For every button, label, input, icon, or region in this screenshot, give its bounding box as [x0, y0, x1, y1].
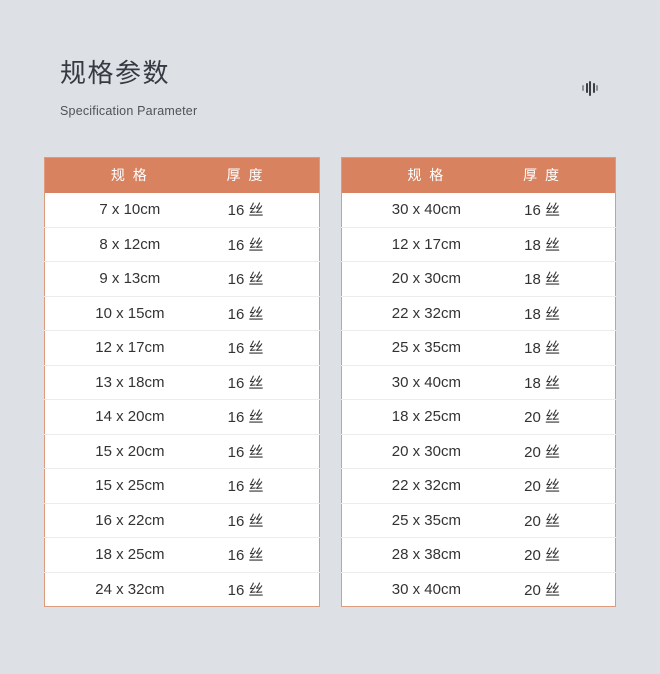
thickness-cell: 16 丝 [214, 226, 319, 262]
page-subtitle: Specification Parameter [60, 104, 198, 119]
thickness-cell: 18 丝 [511, 364, 616, 400]
thickness-cell: 20 丝 [511, 537, 616, 573]
thickness-cell: 16 丝 [214, 399, 319, 435]
spec-cell: 25 x 35cm [341, 330, 512, 366]
thickness-cell: 18 丝 [511, 330, 616, 366]
table-row: 16 x 22cm 16 丝 [44, 502, 319, 538]
spec-cell: 8 x 12cm [44, 226, 215, 262]
page-title: 规格参数 [60, 58, 171, 88]
table-row: 18 x 25cm 20 丝 [341, 399, 616, 435]
table-row: 20 x 30cm 18 丝 [341, 261, 616, 297]
spec-cell: 10 x 15cm [44, 295, 215, 331]
table-row: 7 x 10cm 16 丝 [44, 192, 319, 228]
table-row: 18 x 25cm 16 丝 [44, 537, 319, 573]
thickness-cell: 20 丝 [511, 468, 616, 504]
spec-cell: 13 x 18cm [44, 364, 215, 400]
thickness-cell: 16 丝 [214, 537, 319, 573]
thickness-cell: 20 丝 [511, 433, 616, 469]
table-row: 14 x 20cm 16 丝 [44, 399, 319, 435]
spec-cell: 18 x 25cm [44, 537, 215, 573]
thickness-cell: 16 丝 [214, 295, 319, 331]
audio-wave-icon [582, 80, 598, 96]
table-row: 20 x 30cm 20 丝 [341, 433, 616, 469]
icon-bar [589, 80, 591, 96]
spec-cell: 24 x 32cm [44, 571, 215, 607]
thickness-cell: 20 丝 [511, 399, 616, 435]
spec-cell: 30 x 40cm [341, 571, 512, 607]
icon-bar [592, 83, 595, 94]
table-row: 12 x 17cm 16 丝 [44, 330, 319, 366]
spec-cell: 22 x 32cm [341, 468, 512, 504]
spec-parameter-page: 规格参数 Specification Parameter 规 格厚 度 7 x … [0, 0, 660, 608]
spec-cell: 30 x 40cm [341, 364, 512, 400]
table-row: 30 x 40cm 20 丝 [341, 571, 616, 607]
thickness-cell: 16 丝 [214, 364, 319, 400]
thickness-cell: 16 丝 [214, 192, 319, 228]
icon-bar [582, 85, 584, 92]
thickness-cell: 16 丝 [214, 433, 319, 469]
spec-cell: 20 x 30cm [341, 261, 512, 297]
spec-cell: 25 x 35cm [341, 502, 512, 538]
table-row: 22 x 32cm 20 丝 [341, 468, 616, 504]
table-row: 15 x 25cm 16 丝 [44, 468, 319, 504]
spec-cell: 9 x 13cm [44, 261, 215, 297]
thickness-cell: 16 丝 [214, 261, 319, 297]
thickness-column-header: 厚 度 [511, 157, 616, 193]
table-row: 10 x 15cm 16 丝 [44, 295, 319, 331]
thickness-cell: 18 丝 [511, 295, 616, 331]
spec-column-header: 规 格 [341, 157, 512, 193]
table-row: 22 x 32cm 18 丝 [341, 295, 616, 331]
spec-cell: 20 x 30cm [341, 433, 512, 469]
spec-cell: 12 x 17cm [44, 330, 215, 366]
header-row: 规 格厚 度 [44, 157, 319, 193]
table-row: 9 x 13cm 16 丝 [44, 261, 319, 297]
thickness-cell: 20 丝 [511, 571, 616, 607]
thickness-cell: 16 丝 [214, 330, 319, 366]
icon-bar [585, 83, 588, 94]
spec-cell: 28 x 38cm [341, 537, 512, 573]
title-block: 规格参数 Specification Parameter [60, 58, 197, 118]
icon-bar [596, 85, 598, 92]
thickness-cell: 20 丝 [511, 502, 616, 538]
spec-cell: 14 x 20cm [44, 399, 215, 435]
thickness-cell: 18 丝 [511, 261, 616, 297]
page-header: 规格参数 Specification Parameter [0, 0, 660, 118]
thickness-column-header: 厚 度 [214, 157, 319, 193]
spec-cell: 16 x 22cm [44, 502, 215, 538]
table-row: 8 x 12cm 16 丝 [44, 226, 319, 262]
thickness-cell: 18 丝 [511, 226, 616, 262]
table-row: 28 x 38cm 20 丝 [341, 537, 616, 573]
table-row: 30 x 40cm 18 丝 [341, 364, 616, 400]
table-row: 25 x 35cm 18 丝 [341, 330, 616, 366]
spec-cell: 30 x 40cm [341, 192, 512, 228]
spec-column-header: 规 格 [44, 157, 215, 193]
table-row: 25 x 35cm 20 丝 [341, 502, 616, 538]
thickness-cell: 16 丝 [214, 571, 319, 607]
table-row: 13 x 18cm 16 丝 [44, 364, 319, 400]
table-row: 30 x 40cm 16 丝 [341, 192, 616, 228]
header-row: 规 格厚 度 [341, 157, 616, 193]
spec-cell: 15 x 20cm [44, 433, 215, 469]
table-row: 12 x 17cm 18 丝 [341, 226, 616, 262]
spec-cell: 7 x 10cm [44, 192, 215, 228]
spec-cell: 18 x 25cm [341, 399, 512, 435]
thickness-cell: 16 丝 [511, 192, 616, 228]
thickness-cell: 16 丝 [214, 468, 319, 504]
spec-cell: 22 x 32cm [341, 295, 512, 331]
thickness-cell: 16 丝 [214, 502, 319, 538]
table-row: 24 x 32cm 16 丝 [44, 571, 319, 607]
spec-table-right: 规 格厚 度 30 x 40cm 16 丝 12 x 17cm 18 丝 20 x 30… [340, 157, 616, 608]
table-row: 15 x 20cm 16 丝 [44, 433, 319, 469]
spec-cell: 12 x 17cm [341, 226, 512, 262]
spec-cell: 15 x 25cm [44, 468, 215, 504]
